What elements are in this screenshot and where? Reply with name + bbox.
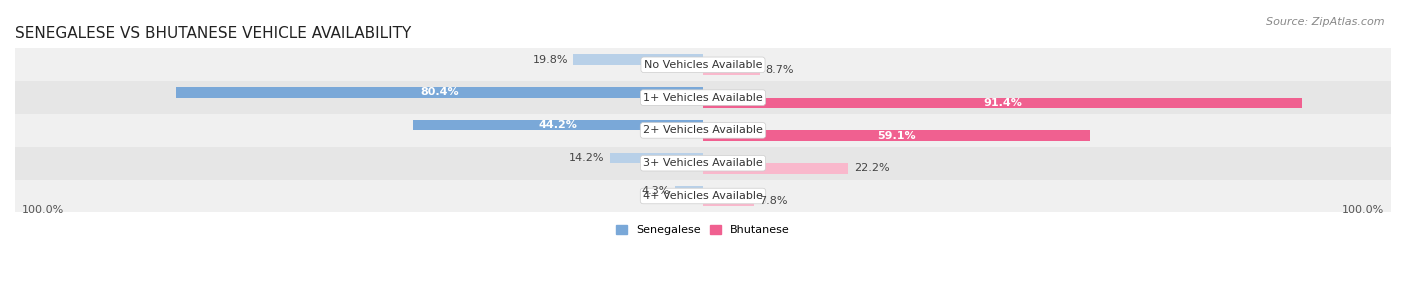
Text: 59.1%: 59.1% — [877, 131, 915, 141]
Text: 4+ Vehicles Available: 4+ Vehicles Available — [643, 191, 763, 201]
Text: 22.2%: 22.2% — [853, 163, 890, 173]
Text: 91.4%: 91.4% — [983, 98, 1022, 108]
Text: SENEGALESE VS BHUTANESE VEHICLE AVAILABILITY: SENEGALESE VS BHUTANESE VEHICLE AVAILABI… — [15, 26, 411, 41]
Legend: Senegalese, Bhutanese: Senegalese, Bhutanese — [613, 221, 793, 239]
Text: 7.8%: 7.8% — [759, 196, 787, 206]
Text: 80.4%: 80.4% — [420, 87, 458, 97]
Text: Source: ZipAtlas.com: Source: ZipAtlas.com — [1267, 17, 1385, 27]
Text: No Vehicles Available: No Vehicles Available — [644, 60, 762, 70]
Text: 44.2%: 44.2% — [538, 120, 578, 130]
Bar — [703, 65, 761, 75]
Text: 100.0%: 100.0% — [1343, 205, 1385, 215]
Bar — [703, 98, 1302, 108]
Bar — [15, 48, 1391, 81]
Text: 4.3%: 4.3% — [641, 186, 669, 196]
Bar — [15, 147, 1391, 180]
Bar — [703, 196, 754, 206]
Text: 1+ Vehicles Available: 1+ Vehicles Available — [643, 93, 763, 103]
Bar — [15, 114, 1391, 147]
Bar — [15, 81, 1391, 114]
Bar — [675, 186, 703, 196]
Text: 8.7%: 8.7% — [765, 65, 794, 75]
Bar — [15, 180, 1391, 212]
Text: 14.2%: 14.2% — [569, 153, 605, 163]
Bar — [413, 120, 703, 130]
Bar — [703, 130, 1090, 141]
Bar — [176, 87, 703, 98]
Bar — [574, 54, 703, 65]
Bar — [703, 163, 848, 174]
Bar — [610, 153, 703, 163]
Text: 2+ Vehicles Available: 2+ Vehicles Available — [643, 125, 763, 135]
Text: 19.8%: 19.8% — [533, 55, 568, 65]
Text: 100.0%: 100.0% — [21, 205, 63, 215]
Text: 3+ Vehicles Available: 3+ Vehicles Available — [643, 158, 763, 168]
